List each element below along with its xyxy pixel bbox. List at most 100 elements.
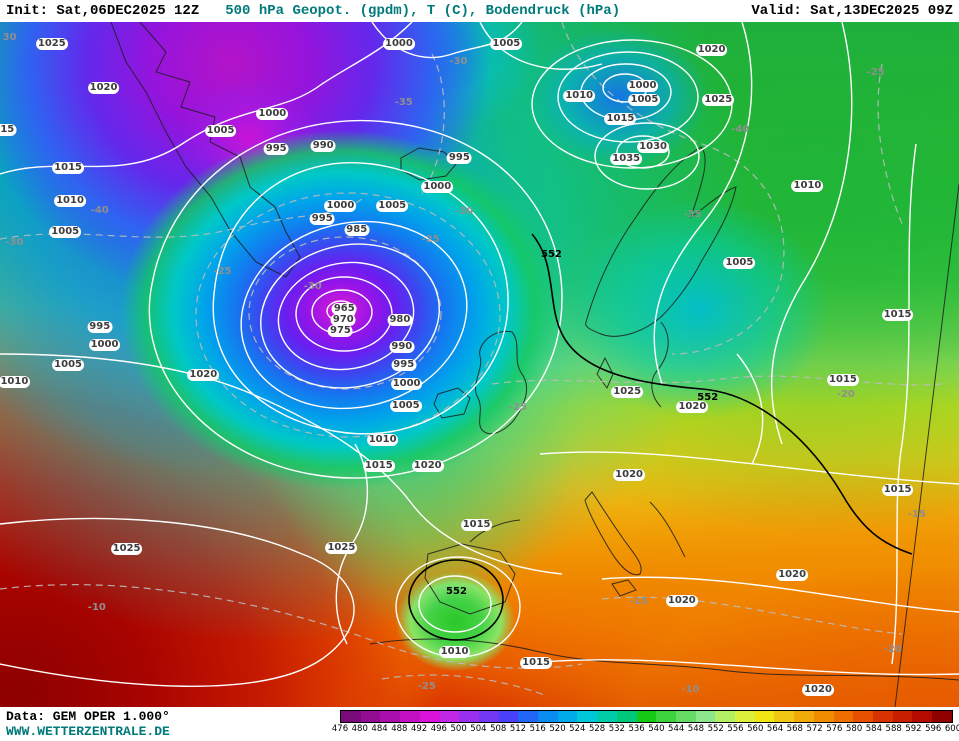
colorbar-value: 596 bbox=[925, 724, 942, 734]
pressure-label: 1000 bbox=[421, 181, 454, 194]
temperature-label: -35 bbox=[683, 209, 702, 221]
pressure-label: 970 bbox=[330, 313, 356, 326]
pressure-label: 1025 bbox=[702, 94, 735, 107]
temperature-label: -25 bbox=[421, 233, 440, 245]
colorbar-value: 496 bbox=[430, 724, 447, 734]
colorbar-value: 544 bbox=[668, 724, 685, 734]
colorbar-swatch bbox=[419, 711, 440, 722]
pressure-label: 1015 bbox=[604, 113, 637, 126]
pressure-label: 1030 bbox=[637, 140, 669, 153]
pressure-label: 1000 bbox=[324, 200, 357, 213]
pressure-label: 995 bbox=[309, 213, 335, 226]
colorbar-value: 484 bbox=[371, 724, 388, 734]
colorbar-swatch bbox=[557, 711, 578, 722]
colorbar-value: 556 bbox=[727, 724, 744, 734]
colorbar-value: 548 bbox=[687, 724, 705, 734]
colorbar-swatches bbox=[340, 710, 953, 723]
pressure-label: 1015 bbox=[881, 309, 914, 322]
colorbar-swatch bbox=[912, 711, 933, 722]
geopotential-552-line bbox=[408, 233, 913, 641]
colorbar-swatch bbox=[735, 711, 755, 722]
colorbar-swatch bbox=[380, 711, 401, 722]
colorbar-swatch bbox=[872, 711, 893, 722]
pressure-label: 1005 bbox=[628, 94, 661, 107]
colorbar-swatch bbox=[892, 711, 913, 722]
temperature-label: -20 bbox=[836, 389, 855, 401]
colorbar-swatch bbox=[439, 711, 460, 722]
temperature-label: -40 bbox=[731, 124, 750, 136]
chart-header: Init: Sat,06DEC2025 12Z 500 hPa Geopot. … bbox=[0, 0, 959, 22]
temperature-label: -25 bbox=[508, 402, 527, 414]
pressure-label: 1005 bbox=[204, 124, 237, 137]
colorbar-swatch bbox=[636, 711, 657, 722]
colorbar-value: 560 bbox=[747, 724, 764, 734]
colorbar-swatch bbox=[813, 711, 834, 722]
pressure-label: 1015 bbox=[460, 518, 493, 531]
pressure-label: 1025 bbox=[325, 542, 358, 555]
pressure-label: 1020 bbox=[802, 683, 834, 696]
pressure-label: 965 bbox=[331, 303, 357, 315]
pressure-label: 995 bbox=[263, 142, 289, 155]
colorbar-swatch bbox=[459, 711, 479, 722]
colorbar-value: 576 bbox=[826, 724, 843, 734]
pressure-label: 990 bbox=[310, 139, 336, 152]
pressure-label: 015 bbox=[0, 124, 17, 137]
colorbar-value: 536 bbox=[628, 724, 645, 734]
pressure-label: 1025 bbox=[35, 37, 68, 50]
colorbar-swatch bbox=[518, 711, 539, 722]
pressure-label: 1000 bbox=[626, 79, 659, 92]
colorbar-value: 512 bbox=[509, 724, 527, 734]
pressure-label: 1010 bbox=[438, 646, 471, 659]
colorbar-value: 480 bbox=[351, 724, 368, 734]
pressure-label: 1035 bbox=[610, 153, 643, 165]
temperature-label: -25 bbox=[213, 266, 232, 278]
website-link[interactable]: WWW.WETTERZENTRALE.DE bbox=[6, 724, 170, 739]
pressure-label: 995 bbox=[446, 152, 472, 165]
temperature-label: -30 bbox=[303, 281, 322, 293]
temperature-label: -25 bbox=[866, 66, 885, 78]
colorbar-value: 524 bbox=[569, 724, 586, 734]
colorbar-value: 600 bbox=[944, 724, 959, 734]
pressure-label: 1015 bbox=[362, 459, 395, 472]
colorbar-swatch bbox=[656, 711, 676, 722]
colorbar-value: 592 bbox=[905, 724, 922, 734]
pressure-label: 990 bbox=[389, 340, 415, 353]
geopotential-label: 552 bbox=[446, 585, 467, 597]
data-source: Data: GEM OPER 1.000° bbox=[6, 709, 170, 724]
pressure-label: 975 bbox=[328, 324, 353, 337]
footer-text: Data: GEM OPER 1.000° WWW.WETTERZENTRALE… bbox=[6, 709, 340, 741]
colorbar-swatch bbox=[794, 711, 814, 722]
colorbar-value: 568 bbox=[786, 724, 803, 734]
colorbar-swatch bbox=[597, 711, 617, 722]
pressure-label: 1015 bbox=[881, 483, 914, 496]
isotherm-lines-layer bbox=[0, 22, 943, 697]
colorbar-value: 488 bbox=[391, 724, 408, 734]
temperature-label: -15 bbox=[907, 509, 926, 521]
pressure-label: 1020 bbox=[411, 459, 444, 472]
colorbar-value: 516 bbox=[529, 724, 546, 734]
temperature-label: -30 bbox=[449, 55, 468, 67]
colorbar-swatch bbox=[715, 711, 736, 722]
colorbar-swatch bbox=[498, 711, 519, 722]
pressure-label: 1020 bbox=[695, 44, 728, 57]
coastlines-layer bbox=[110, 22, 959, 707]
pressure-label: 1015 bbox=[827, 374, 859, 387]
pressure-label: 1000 bbox=[88, 339, 121, 352]
isobar-lines-layer bbox=[0, 22, 959, 687]
colorbar-swatch bbox=[695, 711, 716, 722]
colorbar-swatch bbox=[616, 711, 637, 722]
temperature-label: -30 bbox=[455, 205, 474, 217]
pressure-label: 1020 bbox=[87, 81, 120, 94]
temperature-label: -35 bbox=[394, 96, 413, 108]
pressure-label: 1020 bbox=[613, 468, 646, 481]
temperature-label: -10 bbox=[87, 601, 106, 613]
pressure-label: 995 bbox=[87, 320, 113, 333]
colorbar-value: 500 bbox=[450, 724, 467, 734]
geopotential-label: 552 bbox=[540, 248, 562, 260]
pressure-label: 985 bbox=[344, 224, 370, 237]
pressure-label: 1025 bbox=[110, 542, 143, 555]
pressure-label: 1015 bbox=[520, 657, 552, 670]
pressure-label: 1000 bbox=[383, 37, 415, 50]
pressure-label: 1005 bbox=[376, 200, 409, 213]
valid-time: Valid: Sat,13DEC2025 09Z bbox=[751, 3, 953, 19]
